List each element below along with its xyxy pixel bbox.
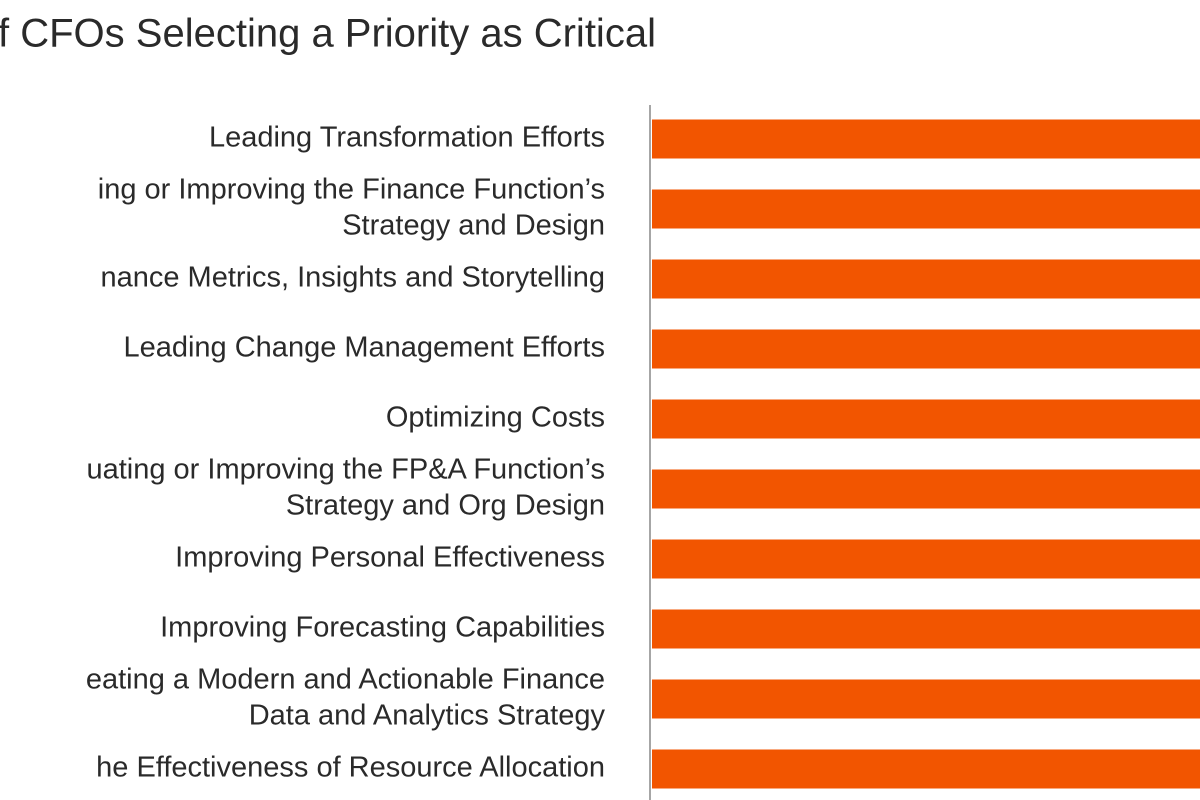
bar — [652, 189, 1200, 229]
category-label: Strategy and Org Design — [286, 490, 605, 522]
category-label: Improving Personal Effectiveness — [175, 542, 605, 574]
bar — [652, 259, 1200, 299]
category-label: Data and Analytics Strategy — [249, 700, 606, 732]
category-label: Leading Transformation Efforts — [209, 122, 605, 154]
category-label: he Effectiveness of Resource Allocation — [96, 752, 605, 784]
bar — [652, 119, 1200, 159]
category-label: eating a Modern and Actionable Finance — [86, 664, 605, 696]
bar — [652, 679, 1200, 719]
category-label: nance Metrics, Insights and Storytelling — [100, 262, 605, 294]
category-label: Optimizing Costs — [386, 402, 605, 434]
bar — [652, 749, 1200, 789]
category-label: Leading Change Management Efforts — [123, 332, 605, 364]
bar — [652, 609, 1200, 649]
bar — [652, 469, 1200, 509]
category-label: uating or Improving the FP&A Function’s — [86, 454, 605, 486]
bar — [652, 399, 1200, 439]
category-label: Strategy and Design — [342, 210, 605, 242]
bar — [652, 329, 1200, 369]
category-label: ing or Improving the Finance Function’s — [98, 174, 605, 206]
category-label: Improving Forecasting Capabilities — [160, 612, 605, 644]
bar — [652, 539, 1200, 579]
chart-title: f CFOs Selecting a Priority as Critical — [0, 12, 656, 56]
